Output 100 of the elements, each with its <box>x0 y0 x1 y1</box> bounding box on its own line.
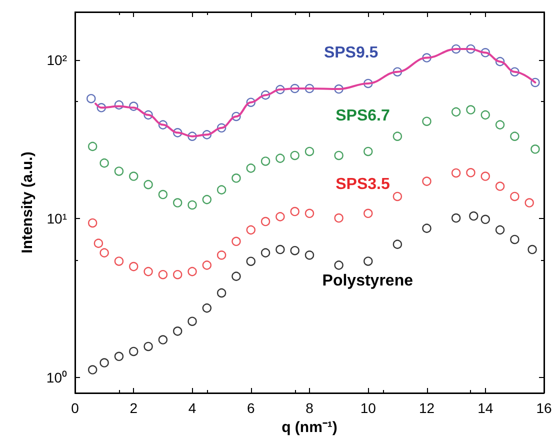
point <box>144 110 153 120</box>
point <box>100 248 109 258</box>
point <box>260 90 270 100</box>
point <box>129 346 138 356</box>
point <box>129 102 138 111</box>
point <box>188 266 197 276</box>
point <box>451 44 461 54</box>
point <box>144 266 153 276</box>
x-tick-label: 4 <box>188 400 196 416</box>
point <box>100 358 109 368</box>
point <box>202 260 212 270</box>
x-tick-label: 2 <box>130 400 138 416</box>
point <box>422 116 432 126</box>
point <box>96 103 106 112</box>
point <box>88 142 98 152</box>
x-tick-label: 14 <box>478 400 494 416</box>
y-axis-title: Intensity (a.u.) <box>19 152 36 254</box>
point <box>524 198 534 208</box>
point <box>216 185 226 194</box>
series-label: SPS6.7 <box>336 107 390 124</box>
point <box>290 206 300 216</box>
x-tick-label: 16 <box>536 400 552 416</box>
point <box>173 326 182 336</box>
point <box>392 192 402 202</box>
point <box>334 84 344 94</box>
point <box>114 100 124 110</box>
point <box>144 342 153 352</box>
point <box>510 132 520 141</box>
point <box>466 105 476 114</box>
point <box>469 211 478 221</box>
point <box>158 120 168 130</box>
point <box>232 174 241 183</box>
point <box>94 238 104 248</box>
point <box>260 248 270 258</box>
point <box>100 158 109 168</box>
point <box>129 172 138 181</box>
point <box>216 123 226 132</box>
point <box>188 132 197 141</box>
point <box>451 168 461 178</box>
x-tick-label: 10 <box>360 400 376 416</box>
point <box>364 256 373 266</box>
point <box>114 256 124 266</box>
point <box>216 250 226 260</box>
point <box>144 180 153 190</box>
x-tick-label: 0 <box>71 400 80 416</box>
point <box>495 225 505 235</box>
y-tick-label: 10¹ <box>46 210 68 227</box>
point <box>392 132 402 141</box>
point <box>422 53 432 62</box>
point <box>304 84 314 94</box>
point <box>88 218 98 228</box>
point <box>290 246 300 256</box>
point <box>202 130 212 140</box>
point <box>510 67 520 76</box>
x-tick-label: 8 <box>306 400 314 416</box>
point <box>495 120 505 130</box>
point <box>202 194 212 204</box>
point <box>495 182 505 191</box>
point <box>216 288 226 298</box>
point <box>188 316 197 326</box>
point <box>276 154 285 163</box>
point <box>334 213 344 223</box>
point <box>173 198 182 208</box>
point <box>86 94 96 104</box>
point <box>480 172 490 181</box>
point <box>304 208 314 218</box>
point <box>480 110 490 120</box>
point <box>158 335 168 344</box>
point <box>530 144 540 154</box>
point <box>158 190 168 200</box>
point <box>173 128 182 138</box>
point <box>422 224 432 233</box>
series-label: SPS3.5 <box>336 176 390 194</box>
point <box>246 256 256 266</box>
point <box>158 270 168 280</box>
series-label: Polystyrene <box>322 272 414 290</box>
x-tick-label: 12 <box>418 400 435 416</box>
series-label: SPS9.5 <box>324 44 378 62</box>
point <box>528 244 537 254</box>
point <box>246 164 256 173</box>
point <box>232 112 241 122</box>
point <box>129 262 138 272</box>
point <box>422 176 432 186</box>
point <box>304 146 314 156</box>
point <box>392 67 402 76</box>
point <box>334 260 344 270</box>
y-tick-label: 10² <box>46 52 68 68</box>
point <box>188 200 197 210</box>
point <box>392 240 402 249</box>
point <box>334 150 344 160</box>
point <box>510 234 520 244</box>
point <box>246 225 256 235</box>
point <box>290 150 300 160</box>
point <box>451 213 461 223</box>
point <box>246 98 256 107</box>
x-axis-title: q (nm⁻¹) <box>282 418 338 436</box>
point <box>232 272 241 281</box>
point <box>173 270 182 280</box>
point <box>114 352 124 361</box>
point <box>364 78 373 88</box>
